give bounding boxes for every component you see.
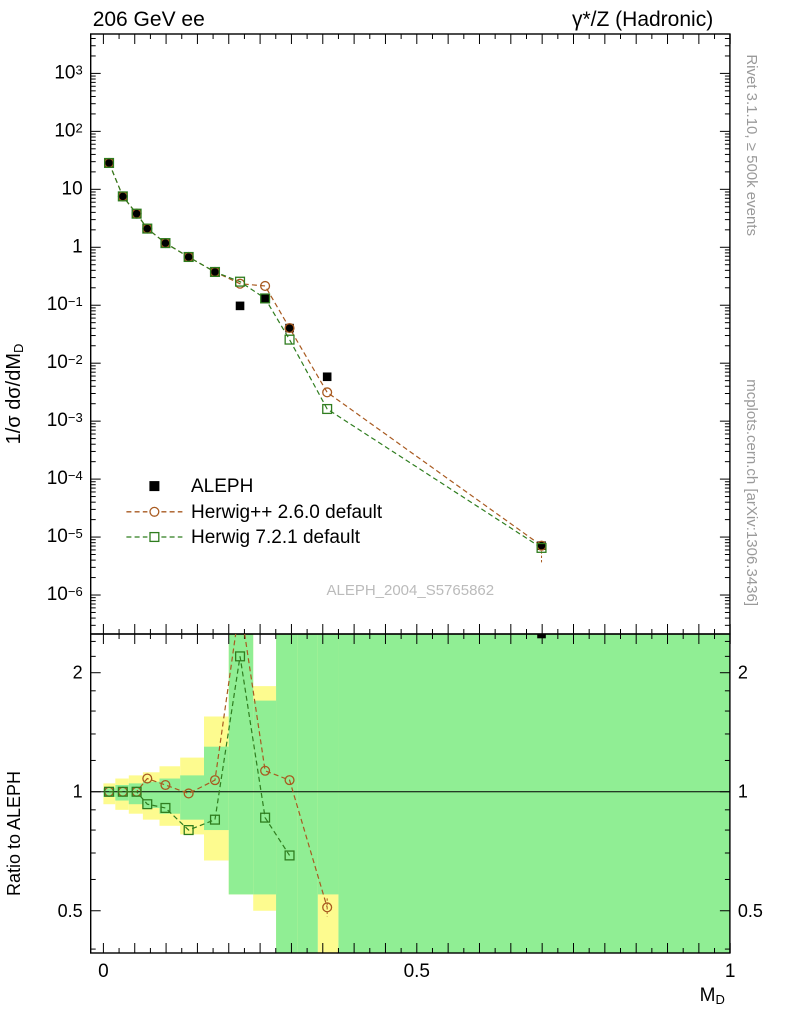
svg-text:ALEPH: ALEPH <box>191 476 253 497</box>
svg-text:Rivet 3.1.10, ≥ 500k events: Rivet 3.1.10, ≥ 500k events <box>743 54 760 236</box>
svg-text:1/σ dσ/dMD: 1/σ dσ/dMD <box>3 344 26 445</box>
svg-text:γ*/Z (Hadronic): γ*/Z (Hadronic) <box>572 8 713 31</box>
svg-text:0.5: 0.5 <box>58 901 83 921</box>
svg-text:0: 0 <box>98 961 109 982</box>
svg-text:1: 1 <box>725 961 736 982</box>
svg-text:1: 1 <box>73 782 83 802</box>
svg-text:Herwig 7.2.1 default: Herwig 7.2.1 default <box>191 527 361 548</box>
svg-text:Herwig++ 2.6.0 default: Herwig++ 2.6.0 default <box>191 502 383 523</box>
svg-text:2: 2 <box>73 663 83 683</box>
svg-text:1: 1 <box>738 782 748 802</box>
svg-text:Ratio to ALEPH: Ratio to ALEPH <box>4 771 24 896</box>
svg-text:10: 10 <box>62 178 83 199</box>
svg-text:0.5: 0.5 <box>404 961 430 982</box>
svg-text:2: 2 <box>738 663 748 683</box>
svg-text:206 GeV ee: 206 GeV ee <box>93 8 205 31</box>
svg-text:mcplots.cern.ch [arXiv:1306.34: mcplots.cern.ch [arXiv:1306.3436] <box>743 379 760 606</box>
svg-text:ALEPH_2004_S5765862: ALEPH_2004_S5765862 <box>326 582 494 599</box>
svg-text:1: 1 <box>72 236 83 257</box>
svg-text:0.5: 0.5 <box>738 901 763 921</box>
